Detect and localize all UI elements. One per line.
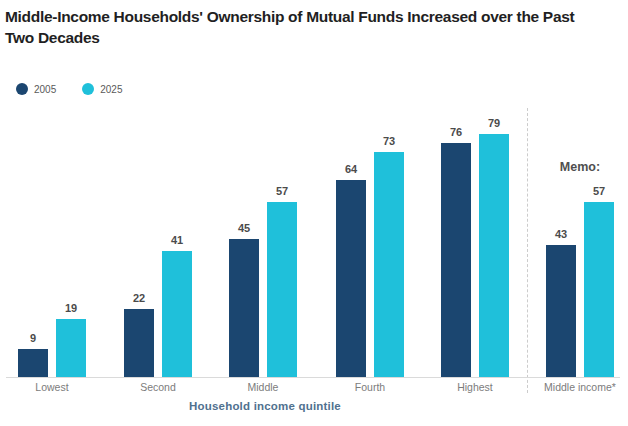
bar-2005-second: [124, 309, 154, 377]
bar-value-label: 73: [364, 135, 414, 147]
bar-value-label: 45: [219, 222, 269, 234]
bar-value-label: 41: [152, 234, 202, 246]
bar-2025-second: [162, 251, 192, 377]
bar-2005-middle: [229, 239, 259, 377]
bar-2005-lowest: [18, 349, 48, 377]
bar-value-label: 57: [574, 185, 624, 197]
bar-2005-highest: [441, 143, 471, 377]
bar-2005-middle-income-: [546, 245, 576, 377]
bar-2025-middle: [267, 202, 297, 377]
x-axis-category-label: Fourth: [310, 381, 430, 393]
bar-2025-middle-income-: [584, 202, 614, 377]
bar-value-label: 79: [469, 117, 519, 129]
bar-value-label: 9: [8, 332, 58, 344]
x-axis-title: Household income quintile: [65, 400, 465, 412]
x-axis-category-label: Highest: [415, 381, 535, 393]
bar-value-label: 64: [326, 163, 376, 175]
bar-2025-highest: [479, 134, 509, 377]
memo-divider-line: [527, 108, 528, 393]
bar-2025-fourth: [374, 152, 404, 377]
bar-value-label: 22: [114, 292, 164, 304]
bar-2025-lowest: [56, 319, 86, 377]
x-axis-line: [6, 377, 620, 378]
bar-value-label: 43: [536, 228, 586, 240]
plot-area: Memo: 9 19 Lowest 22 41 Second 45 57 Middle 64 73 F…: [0, 0, 628, 426]
x-axis-category-label: Lowest: [0, 381, 112, 393]
memo-label: Memo:: [530, 160, 628, 174]
bar-2005-fourth: [336, 180, 366, 377]
bar-value-label: 19: [46, 302, 96, 314]
x-axis-category-label: Second: [98, 381, 218, 393]
chart-figure: Middle-Income Households' Ownership of M…: [0, 0, 628, 426]
x-axis-category-label: Middle: [203, 381, 323, 393]
x-axis-category-label: Middle income*: [520, 381, 628, 393]
bar-value-label: 57: [257, 185, 307, 197]
